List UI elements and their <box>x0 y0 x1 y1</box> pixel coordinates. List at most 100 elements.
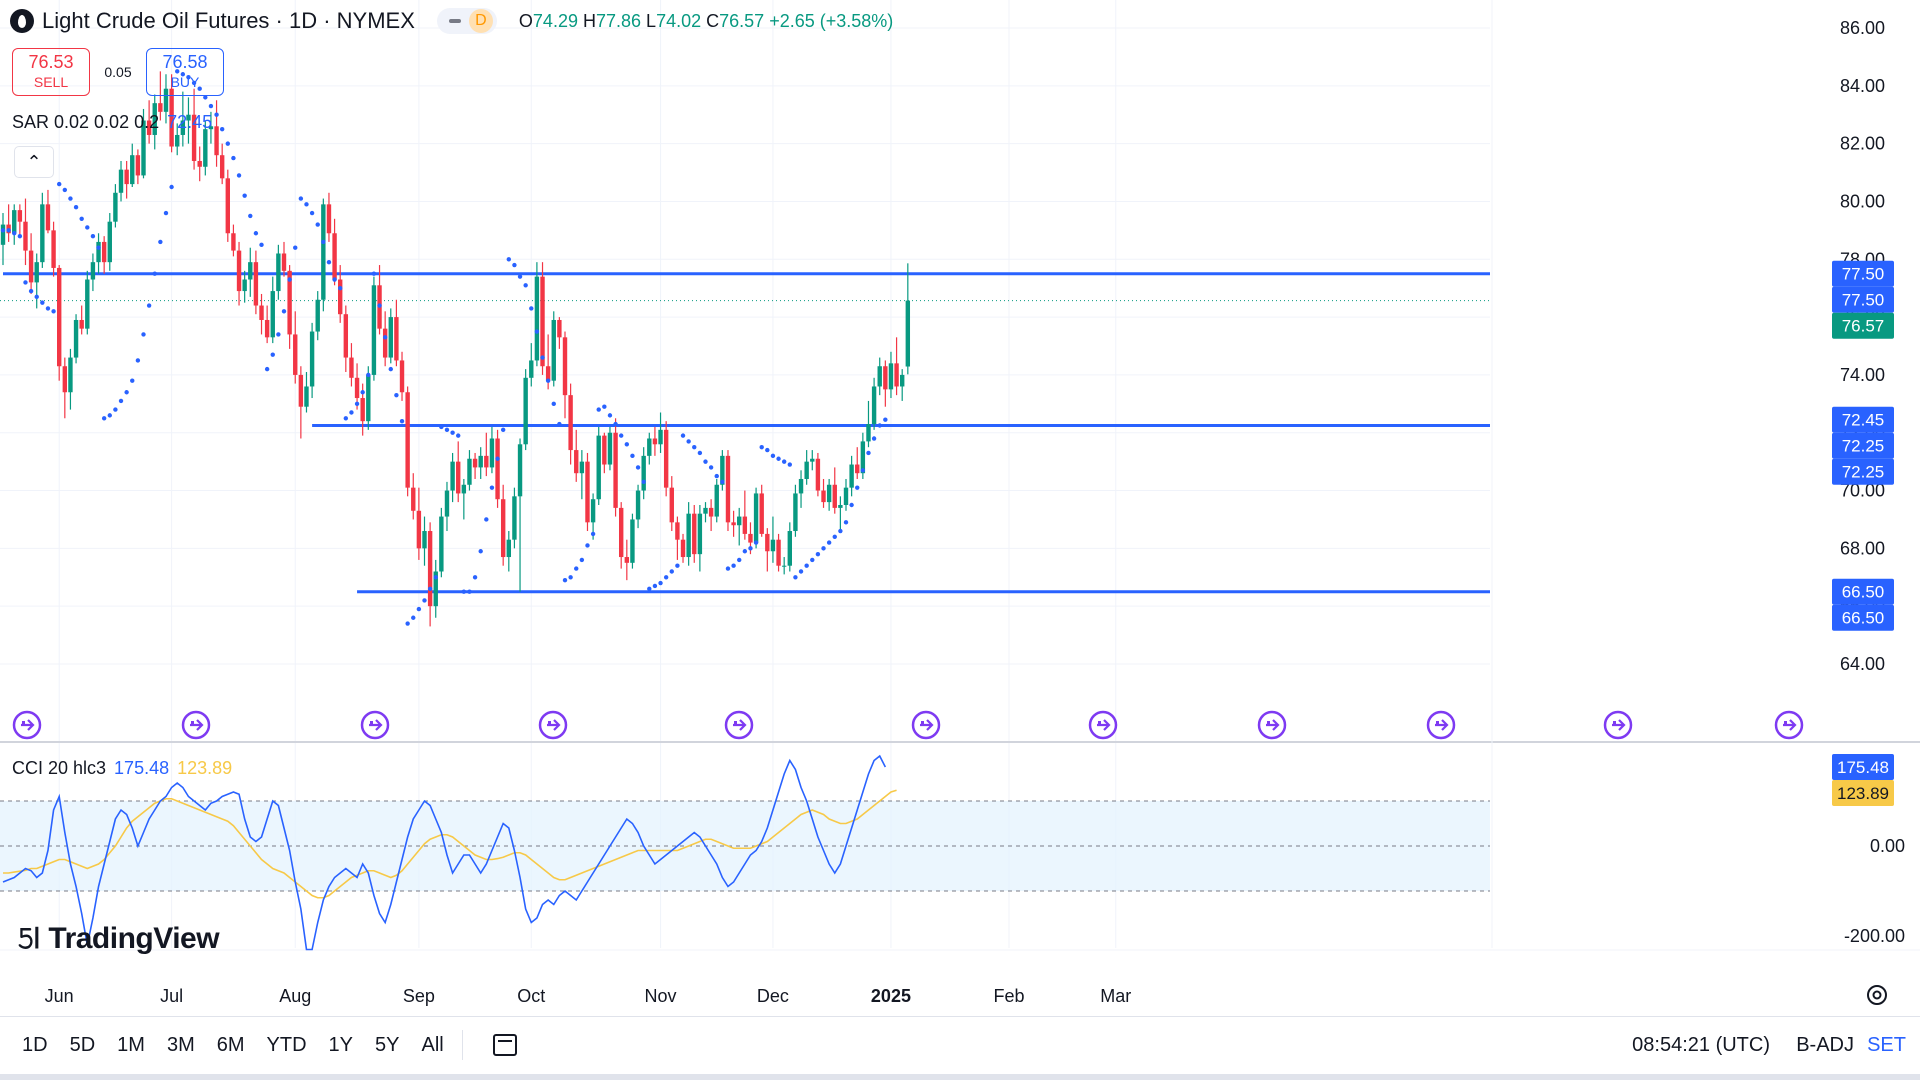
candle-body <box>472 458 478 468</box>
sar-dot <box>242 193 247 198</box>
range-1y[interactable]: 1Y <box>328 1033 354 1056</box>
price-tag[interactable]: 66.50 <box>1832 604 1894 631</box>
sar-dot <box>135 358 141 363</box>
sar-dot <box>281 309 287 314</box>
candle-body <box>124 169 129 185</box>
candle-body <box>832 484 837 508</box>
candle-body <box>855 464 860 474</box>
sar-dot <box>770 453 776 459</box>
price-tag[interactable]: 123.89 <box>1832 780 1894 807</box>
candle-body <box>877 366 882 387</box>
candle-body <box>708 507 714 517</box>
range-all[interactable]: All <box>421 1033 444 1056</box>
event-dot <box>734 721 737 724</box>
range-ytd[interactable]: YTD <box>266 1033 307 1056</box>
candle-body <box>281 253 287 271</box>
event-marker-icon[interactable] <box>1088 710 1118 740</box>
clock[interactable]: 08:54:21 (UTC) <box>1632 1033 1770 1056</box>
candle-body <box>175 134 180 147</box>
sar-dot <box>152 271 157 276</box>
sar-dot <box>321 239 326 245</box>
event-marker-icon[interactable] <box>1257 710 1287 740</box>
range-5d[interactable]: 5D <box>69 1033 96 1056</box>
sar-dot <box>506 257 511 262</box>
range-1m[interactable]: 1M <box>117 1033 145 1056</box>
range-6m[interactable]: 6M <box>216 1033 245 1056</box>
event-marker-icon[interactable] <box>1426 710 1456 740</box>
price-axis[interactable]: 86.0084.0082.0080.0078.0076.0074.0072.00… <box>1491 0 1905 948</box>
candle-body <box>866 424 871 442</box>
set-toggle[interactable]: SET <box>1867 1033 1906 1056</box>
price-tag[interactable]: 175.48 <box>1832 754 1894 781</box>
price-tag[interactable]: 72.25 <box>1832 458 1894 485</box>
price-tag[interactable]: 76.57 <box>1832 312 1894 339</box>
sar-dot <box>354 401 360 407</box>
symbol-title[interactable]: Light Crude Oil Futures · 1D · NYMEX <box>42 8 415 33</box>
event-marker-icon[interactable] <box>538 710 568 740</box>
cci-legend[interactable]: CCI 20 hlc3 175.48 123.89 <box>12 758 232 779</box>
gear-icon[interactable] <box>1867 985 1887 1005</box>
calendar-icon[interactable] <box>492 1034 517 1056</box>
sar-dot <box>416 606 422 612</box>
sar-dot <box>439 424 444 430</box>
sar-dot <box>96 245 101 250</box>
event-markers[interactable] <box>12 710 1804 740</box>
chevron-up-icon: ⌃ <box>26 151 42 172</box>
sar-dot <box>478 549 483 554</box>
sar-dot <box>169 184 174 190</box>
price-tag-label: 72.45 <box>1842 411 1885 430</box>
event-marker-icon[interactable] <box>12 710 42 740</box>
price-tag[interactable]: 72.25 <box>1832 432 1894 459</box>
sar-dot <box>500 427 506 433</box>
market-status[interactable]: D <box>436 8 497 34</box>
sar-dot <box>62 187 68 193</box>
sar-legend[interactable]: SAR 0.02 0.02 0.2 72.45 <box>12 112 212 133</box>
candle-body <box>568 395 573 451</box>
chart-canvas[interactable]: 86.0084.0082.0080.0078.0076.0074.0072.00… <box>0 0 1920 1016</box>
candle-body <box>315 299 320 332</box>
tradingview-logo[interactable]: 𝟻❘ TradingView <box>16 922 220 956</box>
event-marker-icon[interactable] <box>1774 710 1804 740</box>
sar-dot <box>776 456 781 461</box>
event-marker-icon[interactable] <box>911 710 941 740</box>
event-marker-icon[interactable] <box>360 710 390 740</box>
sar-dot <box>562 577 568 583</box>
event-marker-icon[interactable] <box>1603 710 1633 740</box>
price-tag[interactable]: 77.50 <box>1832 286 1894 313</box>
range-3m[interactable]: 3M <box>166 1033 195 1056</box>
collapse-indicators-button[interactable]: ⌃ <box>14 146 54 178</box>
event-marker-icon[interactable] <box>181 710 211 740</box>
candle-body <box>776 539 781 566</box>
candle-body <box>225 178 230 234</box>
sell-label: SELL <box>33 74 69 90</box>
candle-body <box>686 513 691 558</box>
price-tag[interactable]: 77.50 <box>1832 260 1894 287</box>
price-tag[interactable]: 66.50 <box>1832 578 1894 605</box>
event-dot <box>921 721 924 724</box>
close-value: 76.57 <box>719 10 765 31</box>
range-5y[interactable]: 5Y <box>375 1033 400 1056</box>
candle-body <box>647 438 652 456</box>
candle-body <box>714 484 719 517</box>
sar-dot <box>866 450 871 456</box>
event-dot <box>22 721 25 724</box>
candle-body <box>905 300 911 367</box>
candle-body <box>534 276 540 361</box>
candle-body <box>270 291 275 338</box>
price-tick-label: 68.00 <box>1840 538 1885 558</box>
sell-button[interactable]: 76.53 SELL <box>12 48 90 96</box>
candle-body <box>456 461 461 494</box>
candle-body <box>338 279 343 315</box>
event-marker-icon[interactable] <box>724 710 754 740</box>
bottom-toolbar: 1D 5D 1M 3M 6M YTD 1Y 5Y All 08:54:21 (UTC) B-AD… <box>0 1016 1920 1073</box>
range-1d[interactable]: 1D <box>22 1033 48 1056</box>
sar-dot <box>253 231 259 236</box>
price-tag-bg <box>1832 780 1894 807</box>
sar-dot <box>787 462 792 467</box>
buy-button[interactable]: 76.58 BUY <box>146 48 224 96</box>
sar-dot <box>264 366 270 372</box>
time-axis[interactable]: Jun Jul Aug Sep Oct Nov Dec 2025 Feb Mar <box>45 985 1887 1006</box>
candle-body <box>680 539 686 558</box>
price-tag[interactable]: 72.45 <box>1832 406 1894 433</box>
b-adj-toggle[interactable]: B-ADJ <box>1796 1033 1854 1056</box>
